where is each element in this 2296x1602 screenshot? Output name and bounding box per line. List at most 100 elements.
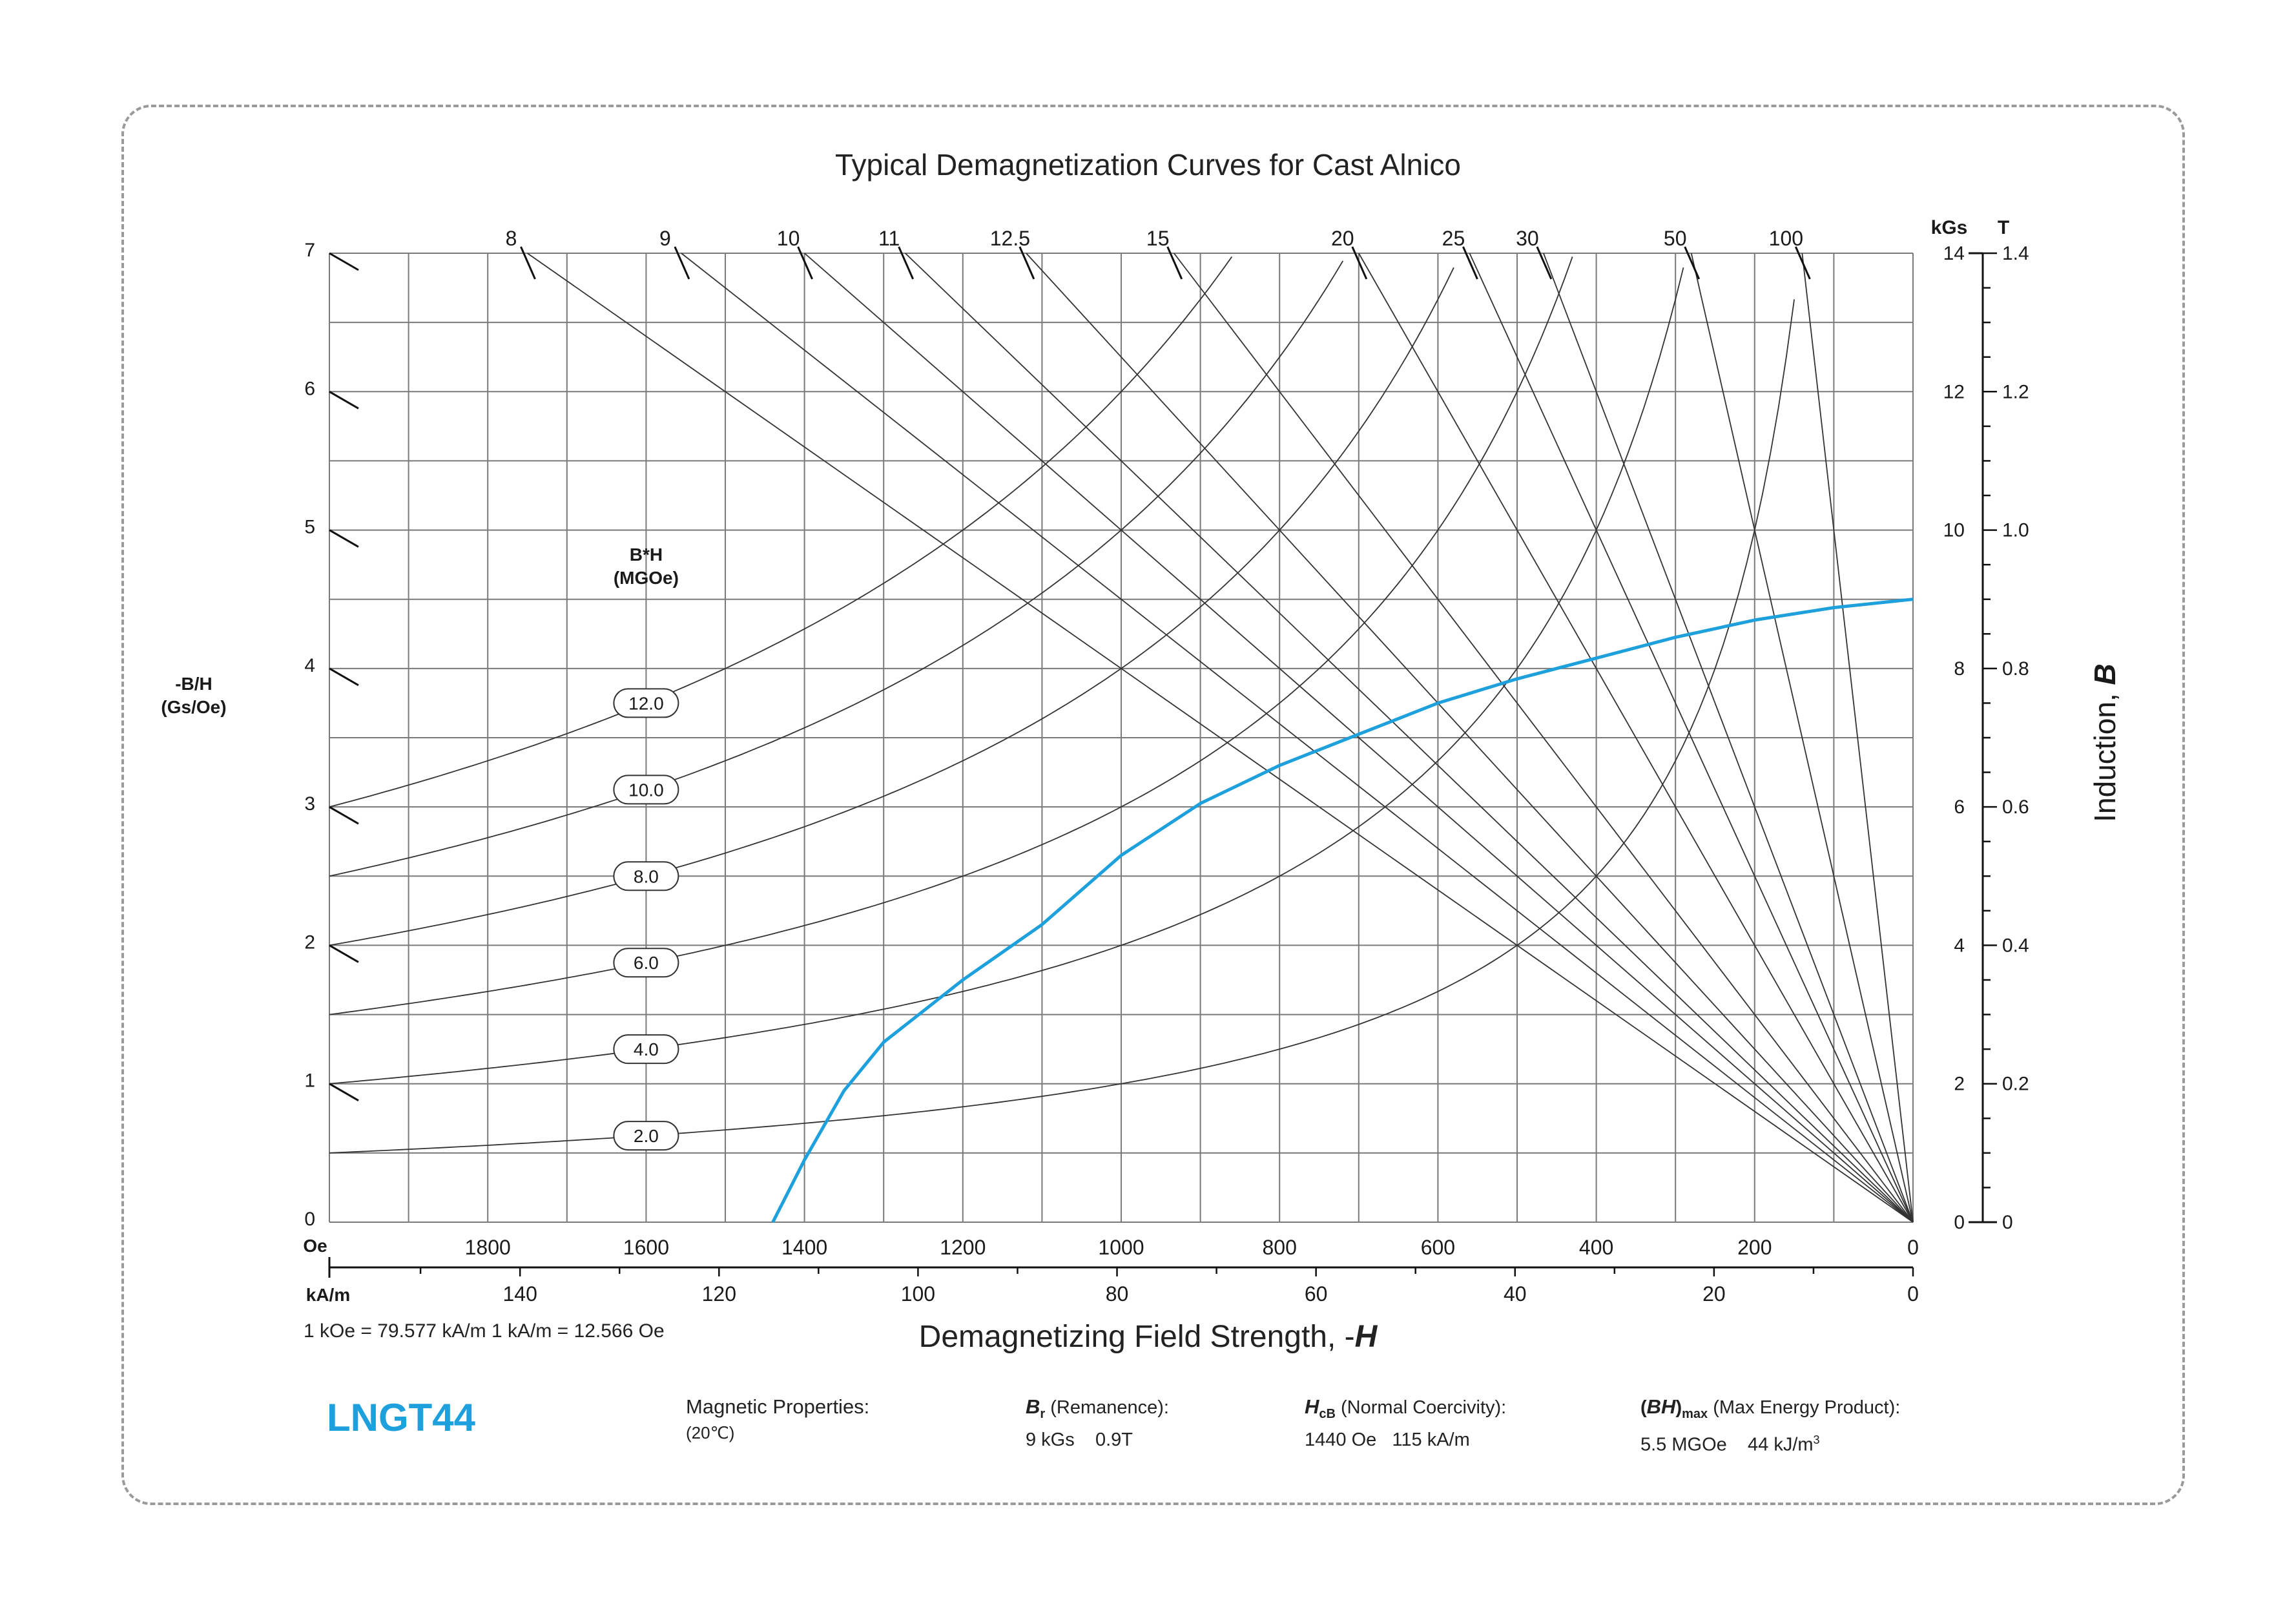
load-line	[1174, 253, 1914, 1223]
bh-contour-label-box	[613, 1121, 679, 1151]
x-axis-ka-tick: 80	[1106, 1282, 1129, 1306]
chart-frame	[121, 105, 2185, 1505]
x-axis-ka-tick: 40	[1504, 1282, 1527, 1306]
right-axis-kgs-tick: 0	[1954, 1212, 1965, 1233]
left-axis-slope-marker	[329, 390, 359, 410]
left-axis-tick: 0	[304, 1209, 315, 1230]
load-line-label: 50	[1664, 227, 1687, 250]
load-line	[526, 253, 1914, 1223]
load-line	[1543, 253, 1914, 1223]
load-lines	[526, 253, 1914, 1223]
bh-contour-line	[329, 267, 1454, 946]
bh-contours	[329, 256, 1795, 1154]
chart-title: Typical Demagnetization Curves for Cast …	[835, 148, 1461, 182]
load-line	[1358, 253, 1914, 1223]
bhmax-symbol: BH	[1646, 1395, 1676, 1418]
bh-contour-label-box	[613, 775, 679, 805]
load-line-label: 20	[1331, 227, 1354, 250]
right-axis-t-tick: 0	[2002, 1212, 2013, 1233]
bh-contour-label: 12.0	[628, 693, 664, 713]
left-axis-slope-marker	[329, 529, 359, 548]
x-axis-ka-tick: 20	[1702, 1282, 1726, 1306]
right-axis-t-tick: 0.2	[2002, 1074, 2029, 1095]
bh-contour-label-box	[613, 1034, 679, 1065]
properties-heading: Magnetic Properties:	[686, 1395, 870, 1418]
load-line-tick	[1019, 246, 1035, 280]
right-axis-kgs-tick: 10	[1943, 520, 1965, 541]
bh-contour-label-box	[613, 861, 679, 891]
x-axis-ka-tick: 60	[1305, 1282, 1328, 1306]
left-axis-slope-marker	[329, 944, 359, 963]
left-axis-tick: 5	[304, 517, 315, 538]
x-axis-ka-tick: 140	[502, 1282, 537, 1306]
right-axis-kgs-tick: 8	[1954, 658, 1965, 680]
br-symbol: B	[1026, 1395, 1040, 1418]
hcb-value: 1440 Oe 115 kA/m	[1305, 1429, 1470, 1450]
right-axis-kgs-tick: 12	[1943, 381, 1965, 402]
right-axis-kgs-tick: 14	[1943, 243, 1965, 264]
grid	[329, 253, 1914, 1223]
coercivity-block: HcB (Normal Coercivity): 1440 Oe 115 kA/…	[1305, 1394, 1506, 1453]
load-line	[1801, 253, 1914, 1223]
load-line-tick	[797, 246, 813, 280]
left-axis-slope-marker	[329, 252, 359, 271]
bh-contour-line	[329, 256, 1233, 807]
demagnetization-curve	[771, 598, 1914, 1223]
bh-contour-label: 4.0	[634, 1039, 659, 1059]
right-axis-kgs-tick: 4	[1954, 935, 1965, 956]
bh-contour-label: 6.0	[634, 953, 659, 973]
left-axis-tick: 1	[304, 1070, 315, 1092]
hcb-desc: (Normal Coercivity):	[1335, 1397, 1507, 1418]
right-axis-t-tick: 1.0	[2002, 520, 2029, 541]
bh-contour-label-box	[613, 948, 679, 978]
left-axis-tick: 3	[304, 793, 315, 815]
right-axis-kgs-tick: 6	[1954, 796, 1965, 818]
x-axis-ka-tick: 0	[1907, 1282, 1919, 1306]
load-line-label: 15	[1146, 227, 1170, 250]
right-axis-t-tick: 1.4	[2002, 243, 2029, 264]
load-line-tick	[1351, 246, 1368, 280]
load-line	[1690, 253, 1914, 1223]
x-axis-oe-tick: 1600	[623, 1236, 669, 1259]
left-axis-tick: 7	[304, 240, 315, 261]
right-axis-t-tick: 0.8	[2002, 658, 2029, 680]
right-axis-t-unit: T	[1998, 217, 2009, 238]
bh-label-title: B*H	[630, 545, 663, 565]
load-line-label: 12.5	[990, 227, 1030, 250]
load-line-label: 25	[1442, 227, 1465, 250]
x-axis-ka-tick: 100	[901, 1282, 935, 1306]
x-axis-oe-tick: 0	[1907, 1236, 1919, 1259]
x-axis-oe-tick: 800	[1263, 1236, 1297, 1259]
left-axis-tick: 6	[304, 378, 315, 399]
load-line-label: 11	[878, 227, 900, 250]
right-axis-t-tick: 0.6	[2002, 796, 2029, 818]
magnetic-properties-heading: Magnetic Properties: (20℃)	[686, 1394, 869, 1446]
bh-contour-label-box	[613, 688, 679, 718]
left-axis-label-line2: (Gs/Oe)	[161, 697, 226, 717]
x-axis-oe-tick: 600	[1421, 1236, 1455, 1259]
x-axis-oe-unit: Oe	[303, 1236, 327, 1256]
bh-contour-label: 8.0	[634, 866, 659, 886]
remanence-block: Br (Remanence): 9 kGs 0.9T	[1026, 1394, 1169, 1453]
right-axis-kgs-unit: kGs	[1931, 217, 1968, 238]
left-axis-slope-marker	[329, 806, 359, 825]
bh-contour-label: 10.0	[628, 780, 664, 800]
x-axis-title: Demagnetizing Field Strength, -H	[918, 1320, 1378, 1354]
load-line-tick	[1462, 246, 1478, 280]
x-axis-ka-unit: kA/m	[306, 1285, 350, 1305]
hcb-subscript: cB	[1319, 1406, 1336, 1421]
properties-temperature: (20℃)	[686, 1423, 735, 1442]
load-line	[681, 253, 1914, 1223]
right-axis-t-tick: 0.4	[2002, 935, 2029, 956]
load-line-label: 8	[506, 227, 517, 250]
load-line-tick	[1684, 246, 1701, 280]
bh-contour-line	[329, 267, 1684, 1085]
load-line-label: 10	[777, 227, 800, 250]
hcb-symbol: H	[1305, 1395, 1319, 1418]
br-subscript: r	[1040, 1406, 1046, 1421]
br-value: 9 kGs 0.9T	[1026, 1429, 1133, 1450]
bhmax-value-sup: 3	[1813, 1433, 1820, 1446]
load-line-label: 30	[1516, 227, 1539, 250]
right-axis-kgs-tick: 2	[1954, 1074, 1965, 1095]
x-axis-oe-tick: 400	[1579, 1236, 1613, 1259]
